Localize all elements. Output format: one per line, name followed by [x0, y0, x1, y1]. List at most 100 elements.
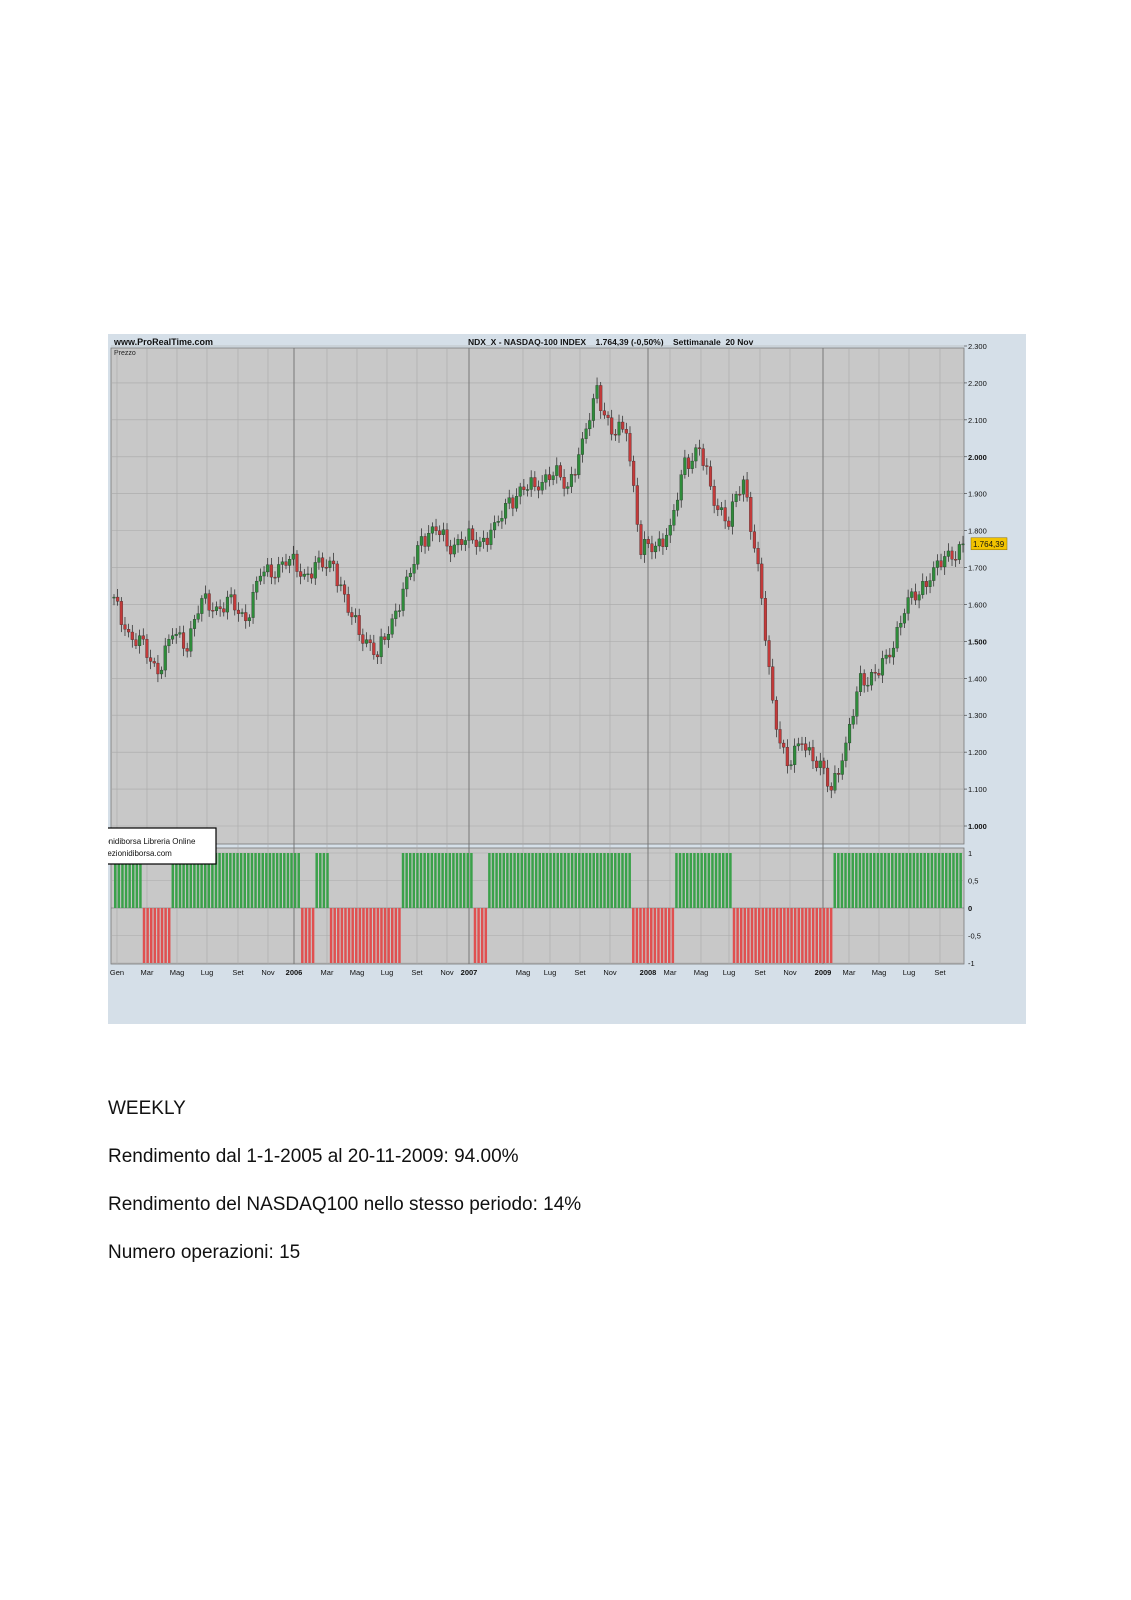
signal-bar-short — [358, 908, 362, 963]
candle — [584, 428, 588, 439]
signal-bar-long — [599, 853, 603, 908]
signal-bar-long — [232, 853, 236, 908]
signal-bar-short — [736, 908, 739, 963]
chart-title: NDX_X - NASDAQ-100 INDEX 1.764,39 (-0,50… — [468, 337, 754, 347]
candle — [701, 448, 705, 466]
candle — [401, 588, 405, 611]
signal-bar-long — [239, 853, 243, 908]
signal-bar-long — [466, 853, 470, 908]
candle — [434, 526, 438, 531]
signal-bar-long — [556, 853, 559, 908]
candle — [138, 635, 142, 646]
signal-bar-short — [351, 908, 354, 963]
signal-bar-long — [693, 853, 696, 908]
candle — [368, 639, 372, 644]
candle — [588, 420, 592, 430]
candle — [507, 497, 511, 504]
candle — [460, 539, 464, 545]
signal-bar-long — [621, 853, 624, 908]
signal-bar-short — [797, 908, 801, 963]
candle — [225, 596, 229, 613]
signal-bar-long — [916, 853, 919, 908]
signal-bar-short — [750, 908, 754, 963]
signal-bar-long — [560, 853, 563, 908]
signal-bar-short — [391, 908, 394, 963]
signal-bar-long — [876, 853, 880, 908]
candle — [591, 398, 595, 421]
x-tick-label: Set — [411, 968, 423, 977]
signal-bar-long — [883, 853, 887, 908]
signal-bar-long — [596, 853, 599, 908]
signal-bar-long — [711, 853, 714, 908]
signal-bar-short — [801, 908, 804, 963]
signal-bar-long — [858, 853, 862, 908]
signal-bar-long — [200, 853, 203, 908]
candle — [705, 465, 709, 467]
candle — [277, 564, 281, 578]
signal-bar-long — [124, 853, 128, 908]
signal-bar-long — [290, 853, 293, 908]
candle — [873, 672, 877, 674]
signal-bar-long — [585, 853, 588, 908]
x-tick-label: Lug — [381, 968, 394, 977]
candle — [913, 591, 917, 601]
candle — [482, 537, 486, 542]
signal-bar-short — [739, 908, 743, 963]
signal-bar-long — [628, 853, 631, 908]
signal-bar-long — [552, 853, 556, 908]
candle — [222, 608, 226, 613]
signal-bar-long — [570, 853, 574, 908]
candle — [299, 571, 303, 577]
signal-bar-short — [775, 908, 779, 963]
signal-bar-long — [322, 853, 326, 908]
signal-bar-short — [394, 908, 398, 963]
signal-bar-long — [495, 853, 498, 908]
signal-bar-long — [218, 853, 221, 908]
x-tick-label: Mag — [350, 968, 365, 977]
indicator-tick-label: -0,5 — [968, 932, 981, 941]
price-chart: www.ProRealTime.com NDX_X - NASDAQ-100 I… — [108, 337, 1008, 977]
candle — [785, 747, 789, 767]
signal-bar-short — [387, 908, 390, 963]
signal-bar-long — [725, 853, 729, 908]
candle — [932, 567, 936, 581]
candle — [419, 536, 423, 546]
x-tick-label: Mag — [516, 968, 531, 977]
candle — [408, 573, 412, 578]
candle — [185, 648, 189, 652]
candle — [895, 627, 899, 649]
candle — [163, 645, 167, 671]
candle — [291, 553, 295, 560]
signal-bar-long — [139, 853, 142, 908]
candle — [496, 521, 500, 523]
signal-bar-long — [225, 853, 229, 908]
signal-bar-long — [272, 853, 275, 908]
signal-bar-long — [840, 853, 844, 908]
signal-bar-short — [671, 908, 675, 963]
candle — [427, 533, 431, 547]
signal-bar-short — [632, 908, 635, 963]
candle — [310, 573, 314, 579]
signal-bar-long — [441, 853, 444, 908]
candle — [734, 494, 738, 502]
signal-bar-long — [678, 853, 682, 908]
signal-bar-long — [865, 853, 869, 908]
signal-bar-long — [502, 853, 506, 908]
candle — [635, 485, 639, 525]
signal-bar-long — [844, 853, 847, 908]
signal-bar-long — [952, 853, 955, 908]
signal-bar-long — [703, 853, 707, 908]
signal-bar-short — [768, 908, 772, 963]
signal-bar-long — [603, 853, 606, 908]
candle — [405, 576, 409, 590]
candle — [141, 635, 145, 640]
candle — [324, 566, 328, 569]
candle — [262, 571, 266, 577]
signal-bar-short — [149, 908, 153, 963]
notes-return-strategy: Rendimento dal 1-1-2005 al 20-11-2009: 9… — [108, 1146, 519, 1167]
signal-bar-long — [423, 853, 426, 908]
signal-bar-short — [164, 908, 167, 963]
signal-bar-long — [211, 853, 214, 908]
candle — [829, 786, 833, 791]
candle — [665, 534, 669, 547]
